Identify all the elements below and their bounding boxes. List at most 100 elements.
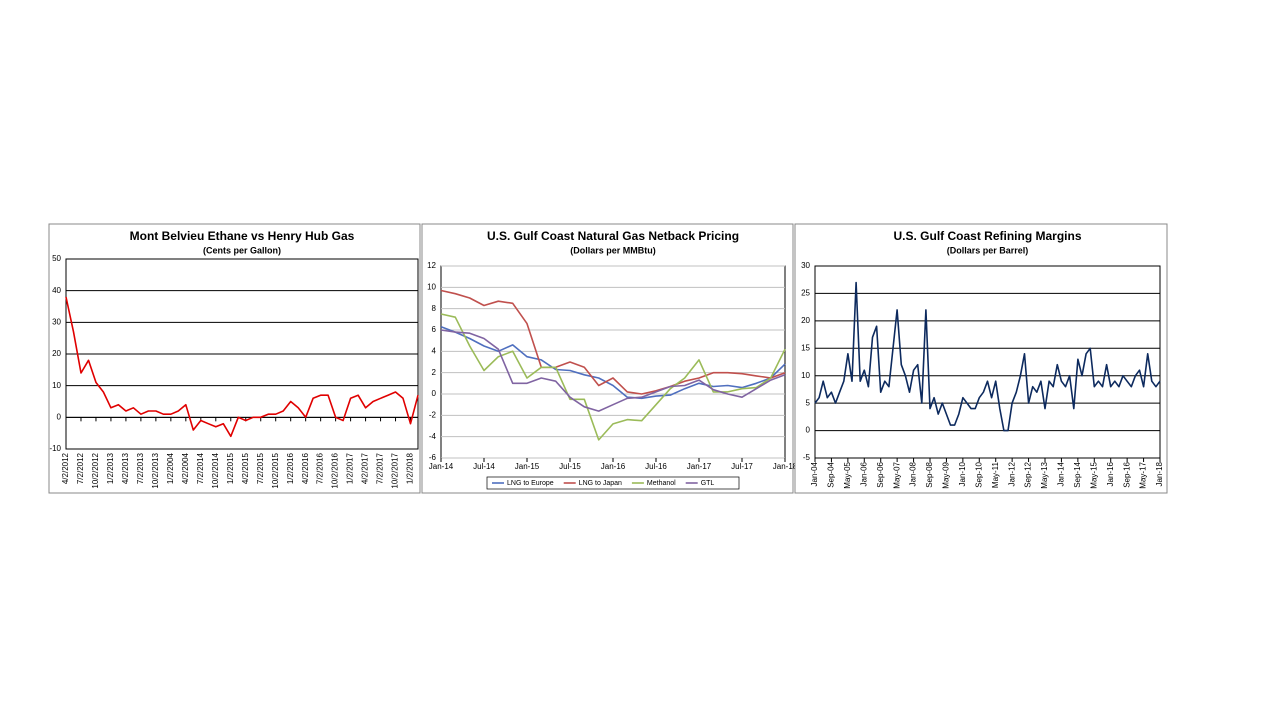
data-line bbox=[440, 326, 786, 400]
x-tick-label: 10/2/2017 bbox=[391, 452, 400, 488]
y-tick-label: -5 bbox=[803, 453, 811, 462]
y-tick-label: 0 bbox=[57, 412, 62, 421]
legend-label: GTL bbox=[701, 480, 715, 487]
x-tick-label: Jan-17 bbox=[687, 462, 712, 471]
legend-label: LNG to Europe bbox=[507, 480, 554, 487]
x-tick-label: Jul-16 bbox=[645, 462, 667, 471]
x-tick-label: Jan-15 bbox=[515, 462, 540, 471]
y-tick-label: 40 bbox=[52, 286, 61, 295]
x-tick-label: Sep-10 bbox=[974, 461, 983, 487]
chart-subtitle: (Cents per Gallon) bbox=[203, 245, 281, 255]
x-tick-label: Jan-08 bbox=[909, 461, 918, 486]
data-line bbox=[440, 313, 786, 441]
x-tick-label: 7/2/2015 bbox=[256, 452, 265, 484]
y-tick-label: 6 bbox=[432, 325, 437, 334]
x-tick-label: 4/2/2016 bbox=[301, 452, 310, 484]
x-tick-label: May-09 bbox=[942, 461, 951, 488]
x-tick-label: 10/2/2015 bbox=[271, 452, 280, 488]
x-tick-label: Jan-16 bbox=[1106, 461, 1115, 486]
x-tick-label: 1/2/2015 bbox=[226, 452, 235, 484]
x-tick-label: 4/2/2013 bbox=[121, 452, 130, 484]
x-tick-label: Sep-04 bbox=[827, 461, 836, 487]
chart-subtitle: (Dollars per Barrel) bbox=[947, 245, 1029, 255]
x-tick-label: Jan-18 bbox=[773, 462, 798, 471]
x-tick-label: May-15 bbox=[1089, 461, 1098, 488]
y-tick-label: 5 bbox=[806, 398, 811, 407]
x-tick-label: Jul-14 bbox=[473, 462, 495, 471]
x-tick-label: 1/2/2016 bbox=[286, 452, 295, 484]
y-tick-label: 10 bbox=[801, 371, 810, 380]
x-tick-label: May-17 bbox=[1139, 461, 1148, 488]
y-tick-label: -2 bbox=[429, 410, 437, 419]
x-tick-label: Sep-06 bbox=[876, 461, 885, 487]
x-tick-label: 4/2/2012 bbox=[61, 452, 70, 484]
x-tick-label: 1/2/2017 bbox=[346, 452, 355, 484]
legend-label: LNG to Japan bbox=[579, 480, 622, 487]
x-tick-label: Jan-14 bbox=[1057, 461, 1066, 486]
data-line bbox=[440, 289, 786, 395]
x-tick-label: 7/2/2017 bbox=[376, 452, 385, 484]
y-tick-label: 2 bbox=[432, 368, 437, 377]
x-tick-label: 4/2/2015 bbox=[241, 452, 250, 484]
x-tick-label: Sep-16 bbox=[1122, 461, 1131, 487]
x-tick-label: Jan-18 bbox=[1155, 461, 1164, 486]
x-tick-label: Sep-12 bbox=[1024, 461, 1033, 487]
y-tick-label: 8 bbox=[432, 304, 437, 313]
x-tick-label: 1/2/2013 bbox=[106, 452, 115, 484]
x-tick-label: Jan-14 bbox=[429, 462, 454, 471]
x-tick-label: May-07 bbox=[892, 461, 901, 488]
y-tick-label: 50 bbox=[52, 254, 61, 263]
x-tick-label: Sep-08 bbox=[925, 461, 934, 487]
y-tick-label: 0 bbox=[432, 389, 437, 398]
data-line bbox=[814, 281, 1161, 432]
x-tick-label: 7/2/2012 bbox=[76, 452, 85, 484]
x-tick-label: Jul-17 bbox=[731, 462, 753, 471]
y-tick-label: 30 bbox=[52, 317, 61, 326]
chart-subtitle: (Dollars per MMBtu) bbox=[570, 245, 656, 255]
x-tick-label: 7/2/2016 bbox=[316, 452, 325, 484]
data-line bbox=[440, 329, 786, 412]
y-tick-label: 30 bbox=[801, 261, 810, 270]
y-tick-label: 25 bbox=[801, 289, 810, 298]
y-tick-label: 20 bbox=[801, 316, 810, 325]
y-tick-label: 20 bbox=[52, 349, 61, 358]
y-tick-label: 4 bbox=[432, 346, 437, 355]
y-tick-label: 15 bbox=[801, 343, 810, 352]
chart-title: U.S. Gulf Coast Refining Margins bbox=[893, 229, 1081, 243]
legend-label: Methanol bbox=[647, 480, 676, 487]
x-tick-label: May-11 bbox=[991, 461, 1000, 488]
x-tick-label: Jan-12 bbox=[1007, 461, 1016, 486]
data-line bbox=[65, 296, 419, 438]
x-tick-label: Jan-04 bbox=[810, 461, 819, 486]
x-tick-label: 10/2/2014 bbox=[211, 452, 220, 488]
y-tick-label: -4 bbox=[429, 432, 437, 441]
x-tick-label: 4/2/2004 bbox=[181, 452, 190, 484]
x-tick-label: 1/2/2004 bbox=[166, 452, 175, 484]
x-tick-label: 10/2/2013 bbox=[151, 452, 160, 488]
x-tick-label: 4/2/2017 bbox=[361, 452, 370, 484]
x-tick-label: Jan-16 bbox=[601, 462, 626, 471]
y-tick-label: 12 bbox=[427, 261, 436, 270]
y-tick-label: 0 bbox=[806, 426, 811, 435]
y-tick-label: 10 bbox=[52, 381, 61, 390]
x-tick-label: Jan-10 bbox=[958, 461, 967, 486]
legend bbox=[486, 476, 740, 490]
chart-title: U.S. Gulf Coast Natural Gas Netback Pric… bbox=[487, 229, 739, 243]
x-tick-label: 1/2/2018 bbox=[406, 452, 415, 484]
plot-area bbox=[814, 265, 1161, 459]
x-tick-label: 10/2/2016 bbox=[331, 452, 340, 488]
x-tick-label: May-05 bbox=[843, 461, 852, 488]
y-tick-label: -10 bbox=[49, 444, 61, 453]
plot-area bbox=[440, 265, 786, 459]
x-tick-label: Sep-14 bbox=[1073, 461, 1082, 487]
y-tick-label: -6 bbox=[429, 453, 437, 462]
x-tick-label: 10/2/2012 bbox=[91, 452, 100, 488]
chart-title: Mont Belvieu Ethane vs Henry Hub Gas bbox=[130, 229, 355, 243]
x-tick-label: Jan-06 bbox=[859, 461, 868, 486]
x-tick-label: Jul-15 bbox=[559, 462, 581, 471]
y-tick-label: 10 bbox=[427, 282, 436, 291]
x-tick-label: 7/2/2014 bbox=[196, 452, 205, 484]
x-tick-label: 7/2/2013 bbox=[136, 452, 145, 484]
